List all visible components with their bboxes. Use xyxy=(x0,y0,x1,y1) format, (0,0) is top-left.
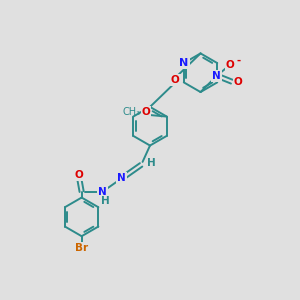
Text: O: O xyxy=(74,170,83,180)
Text: N: N xyxy=(212,71,221,81)
Text: -: - xyxy=(236,56,241,66)
Text: O: O xyxy=(171,75,180,85)
Text: Br: Br xyxy=(75,243,88,253)
Text: O: O xyxy=(226,60,235,70)
Text: N: N xyxy=(117,173,126,183)
Text: N: N xyxy=(98,187,107,196)
Text: H: H xyxy=(101,196,110,206)
Text: N: N xyxy=(179,58,188,68)
Text: CH₃: CH₃ xyxy=(122,107,140,117)
Text: H: H xyxy=(147,158,156,168)
Text: O: O xyxy=(142,107,150,117)
Text: O: O xyxy=(234,76,243,87)
